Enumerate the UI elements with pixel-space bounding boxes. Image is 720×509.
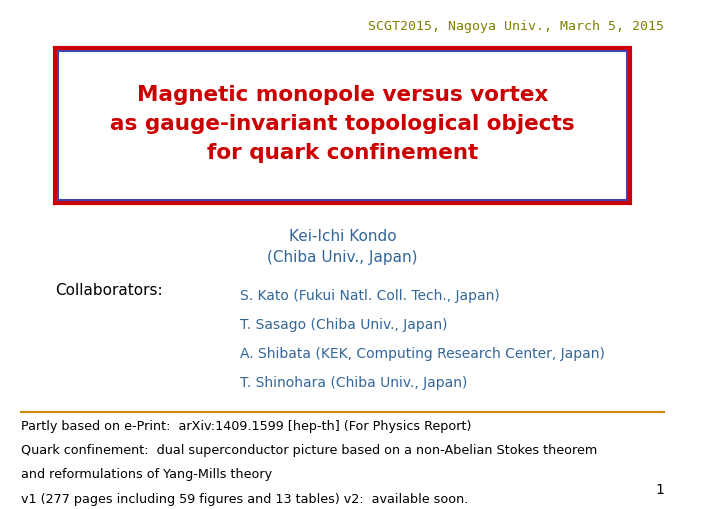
Text: 1: 1 [656, 483, 665, 497]
Text: and reformulations of Yang-Mills theory: and reformulations of Yang-Mills theory [21, 468, 271, 482]
Text: (Chiba Univ., Japan): (Chiba Univ., Japan) [267, 250, 418, 266]
Text: SCGT2015, Nagoya Univ., March 5, 2015: SCGT2015, Nagoya Univ., March 5, 2015 [369, 20, 665, 33]
Text: Quark confinement:  dual superconductor picture based on a non-Abelian Stokes th: Quark confinement: dual superconductor p… [21, 444, 597, 457]
FancyBboxPatch shape [55, 48, 630, 203]
Text: Collaborators:: Collaborators: [55, 283, 163, 298]
Text: T. Shinohara (Chiba Univ., Japan): T. Shinohara (Chiba Univ., Japan) [240, 376, 467, 390]
Text: A. Shibata (KEK, Computing Research Center, Japan): A. Shibata (KEK, Computing Research Cent… [240, 347, 605, 361]
Text: Kei-Ichi Kondo: Kei-Ichi Kondo [289, 229, 396, 244]
Text: Partly based on e-Print:  arXiv:1409.1599 [hep-th] (For Physics Report): Partly based on e-Print: arXiv:1409.1599… [21, 420, 471, 433]
Text: Magnetic monopole versus vortex
as gauge-invariant topological objects
for quark: Magnetic monopole versus vortex as gauge… [110, 86, 575, 163]
FancyBboxPatch shape [58, 51, 627, 200]
Text: v1 (277 pages including 59 figures and 13 tables) v2:  available soon.: v1 (277 pages including 59 figures and 1… [21, 493, 468, 506]
Text: T. Sasago (Chiba Univ., Japan): T. Sasago (Chiba Univ., Japan) [240, 318, 447, 332]
Text: S. Kato (Fukui Natl. Coll. Tech., Japan): S. Kato (Fukui Natl. Coll. Tech., Japan) [240, 289, 500, 303]
